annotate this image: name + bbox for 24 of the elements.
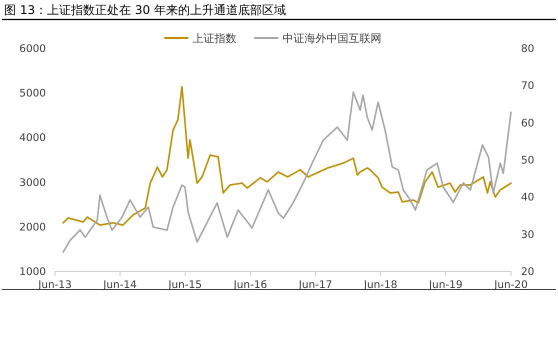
y2-tick-label: 50 [521,154,534,166]
y2-tick-label: 60 [521,117,534,130]
x-tick-label: Jun-17 [298,279,332,291]
y-tick-label: 1000 [19,266,46,278]
y-tick-label: 4000 [19,132,46,144]
x-tick-label: Jun-15 [167,279,202,291]
y2-tick-label: 30 [521,228,534,241]
x-tick-label: Jun-19 [428,279,463,291]
legend-label: 中证海外中国互联网 [282,32,382,45]
x-tick-label: Jun-18 [362,279,398,291]
y-tick-label: 5000 [19,88,46,100]
x-tick-label: Jun-14 [102,279,138,291]
x-tick-label: Jun-20 [493,279,528,291]
x-tick-label: Jun-13 [37,279,72,291]
y-tick-label: 3000 [19,176,46,189]
y2-tick-label: 20 [521,266,534,278]
y2-tick-label: 40 [521,192,534,204]
y-tick-label: 6000 [19,43,46,55]
y-tick-label: 2000 [19,221,46,234]
chart-title: 图 13：上证指数正处在 30 年来的上升通道底部区域 [4,3,286,17]
y2-tick-label: 80 [521,43,534,55]
y2-tick-label: 70 [521,80,534,92]
x-tick-label: Jun-16 [232,279,268,291]
legend-label: 上证指数 [192,32,236,45]
